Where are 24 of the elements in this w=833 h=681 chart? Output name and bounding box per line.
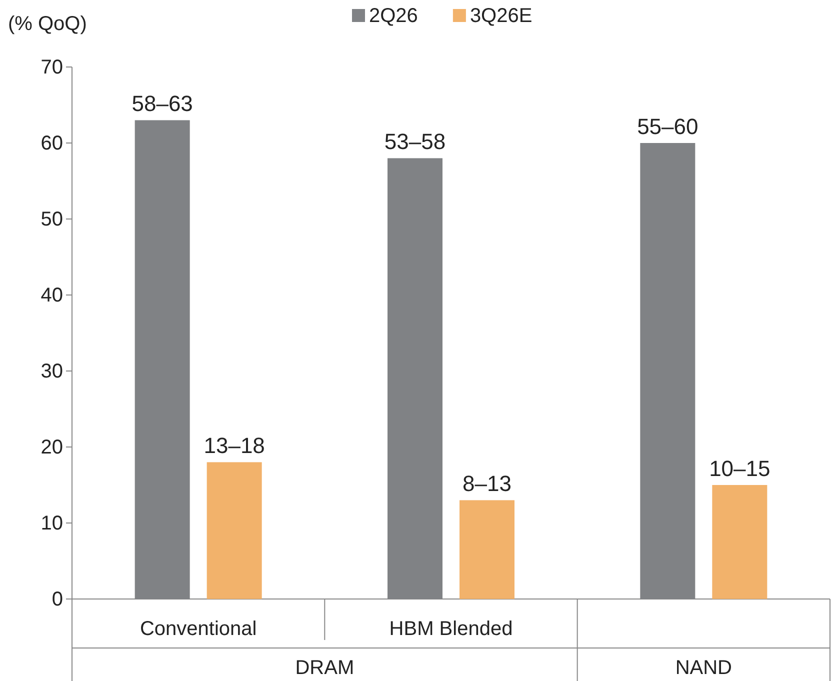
- data-label: 55–60: [637, 114, 698, 139]
- y-tick-label: 70: [40, 56, 63, 78]
- legend-label: 3Q26E: [470, 5, 532, 27]
- bar: [712, 485, 768, 599]
- y-axis-title: (% QoQ): [8, 13, 87, 35]
- y-tick-label: 30: [40, 360, 63, 382]
- data-label: 8–13: [462, 471, 512, 496]
- y-tick-label: 40: [40, 284, 63, 306]
- data-label: 10–15: [709, 456, 770, 481]
- text: NAND: [675, 657, 732, 679]
- data-label: 58–63: [132, 91, 193, 116]
- y-tick-label: 10: [40, 512, 63, 534]
- y-tick-label: 20: [40, 436, 63, 458]
- x-tick-label: Conventional: [140, 618, 257, 640]
- data-label: 13–18: [204, 433, 265, 458]
- y-tick-label: 0: [52, 588, 63, 610]
- y-tick-label: 50: [40, 208, 63, 230]
- bar: [460, 500, 514, 599]
- text: DRAM: [295, 657, 354, 679]
- legend-label: 2Q26: [369, 5, 418, 27]
- x-tick-label: HBM Blended: [389, 618, 513, 640]
- data-label: 53–58: [384, 129, 446, 154]
- bar: [206, 462, 262, 599]
- y-tick-label: 60: [40, 132, 63, 154]
